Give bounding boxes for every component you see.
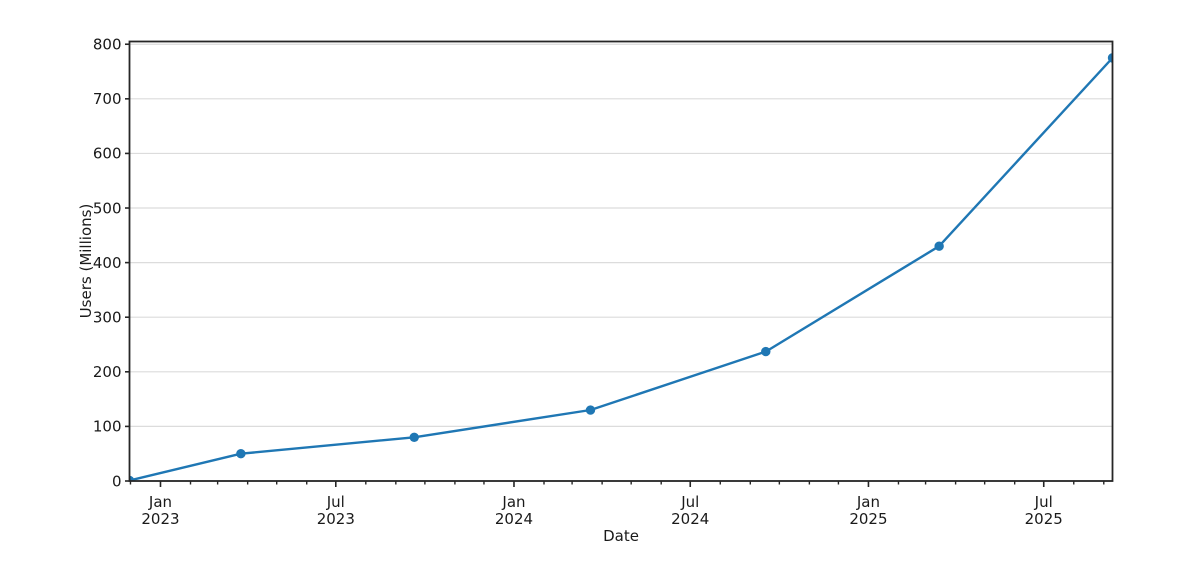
data-point-marker — [761, 346, 771, 357]
y-tick-label: 100 — [93, 418, 122, 436]
x-axis-title: Date — [603, 527, 639, 545]
data-point-marker — [934, 241, 944, 251]
plot-border — [128, 40, 1114, 482]
data-point-marker — [236, 449, 246, 459]
x-tick-label: Jul 2024 — [671, 493, 709, 528]
y-tick-label: 600 — [93, 145, 122, 163]
y-tick-label: 500 — [93, 199, 122, 217]
data-point-marker — [129, 475, 135, 481]
y-tick-label: 700 — [93, 90, 122, 108]
y-tick-label: 0 — [112, 472, 122, 490]
data-point-marker — [1107, 53, 1113, 63]
y-tick-label: 400 — [93, 254, 122, 272]
data-point-marker — [585, 405, 596, 415]
data-point-marker — [409, 432, 419, 443]
x-tick-label: Jul 2025 — [1025, 493, 1063, 528]
y-axis-title: Users (Millions) — [77, 203, 95, 319]
x-tick-label: Jan 2024 — [495, 493, 533, 528]
gridlines — [129, 43, 1113, 482]
x-tick-label: Jul 2023 — [317, 493, 355, 528]
y-axis: 0 100 200 300 400 500 600 700 800 — [93, 35, 130, 490]
y-tick-label: 800 — [93, 35, 122, 53]
x-tick-label: Jan 2025 — [849, 493, 887, 528]
x-tick-label: Jan 2023 — [141, 493, 179, 528]
data-series — [129, 53, 1113, 481]
x-axis: Jan 2023 Jul 2023 Jan 2024 Jul 2024 Jan 2025 Jul 20… — [129, 481, 1105, 528]
series-line — [129, 57, 1113, 481]
y-tick-label: 300 — [93, 308, 122, 326]
y-tick-label: 200 — [93, 363, 122, 381]
